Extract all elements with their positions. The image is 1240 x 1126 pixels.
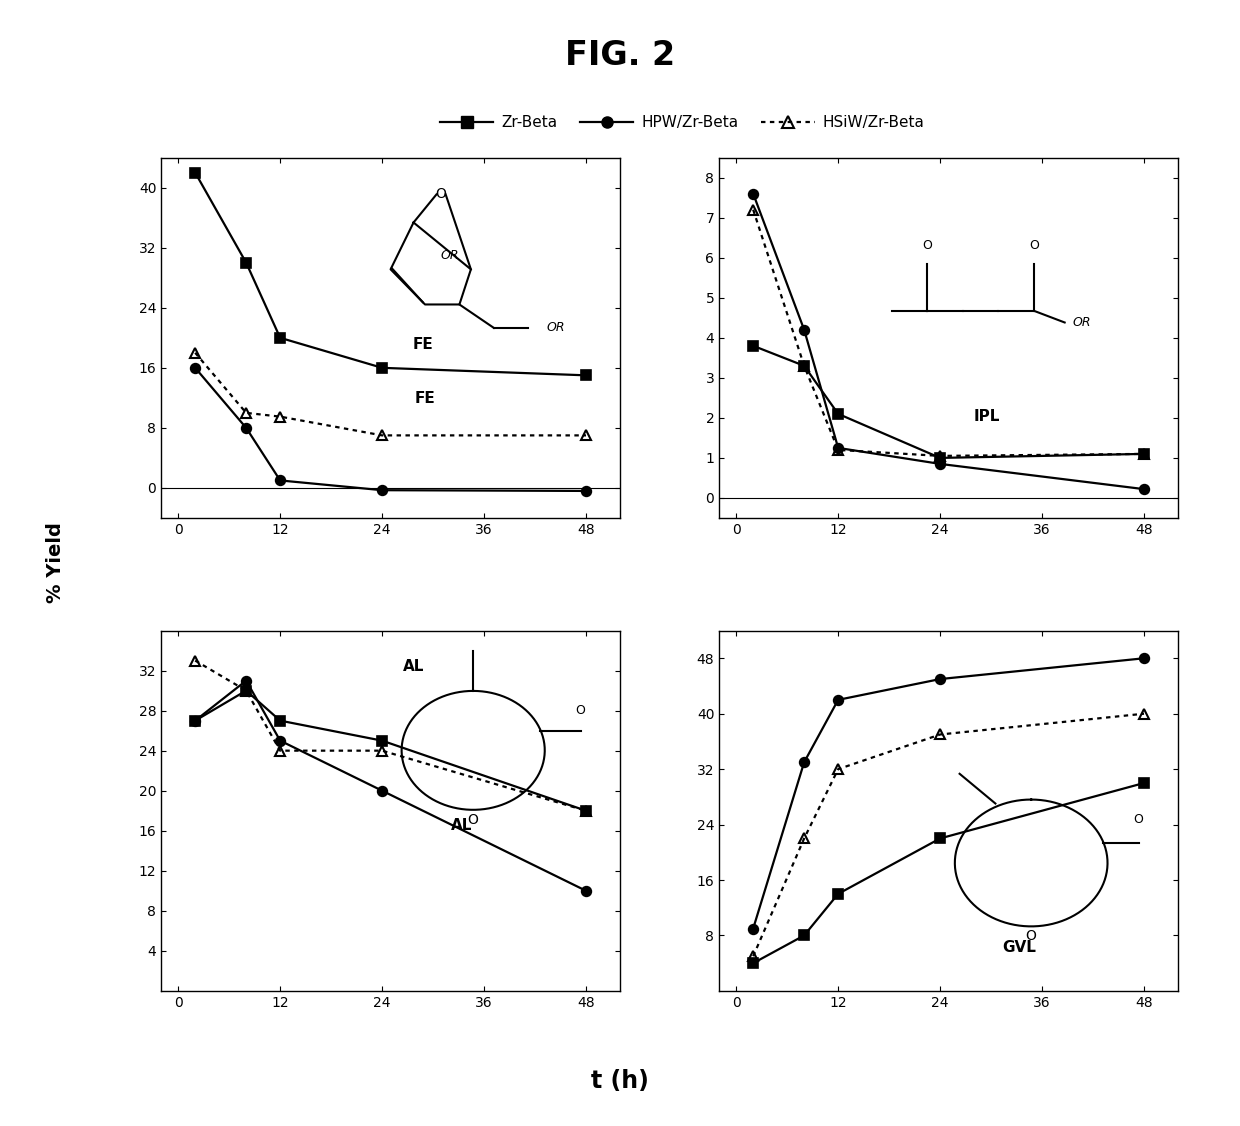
- Legend: Zr-Beta, HPW/Zr-Beta, HSiW/Zr-Beta: Zr-Beta, HPW/Zr-Beta, HSiW/Zr-Beta: [434, 109, 930, 136]
- Text: OR: OR: [441, 249, 460, 261]
- Text: FE: FE: [413, 337, 433, 351]
- Text: % Yield: % Yield: [46, 522, 66, 604]
- Text: t (h): t (h): [591, 1069, 649, 1093]
- Text: FIG. 2: FIG. 2: [565, 39, 675, 72]
